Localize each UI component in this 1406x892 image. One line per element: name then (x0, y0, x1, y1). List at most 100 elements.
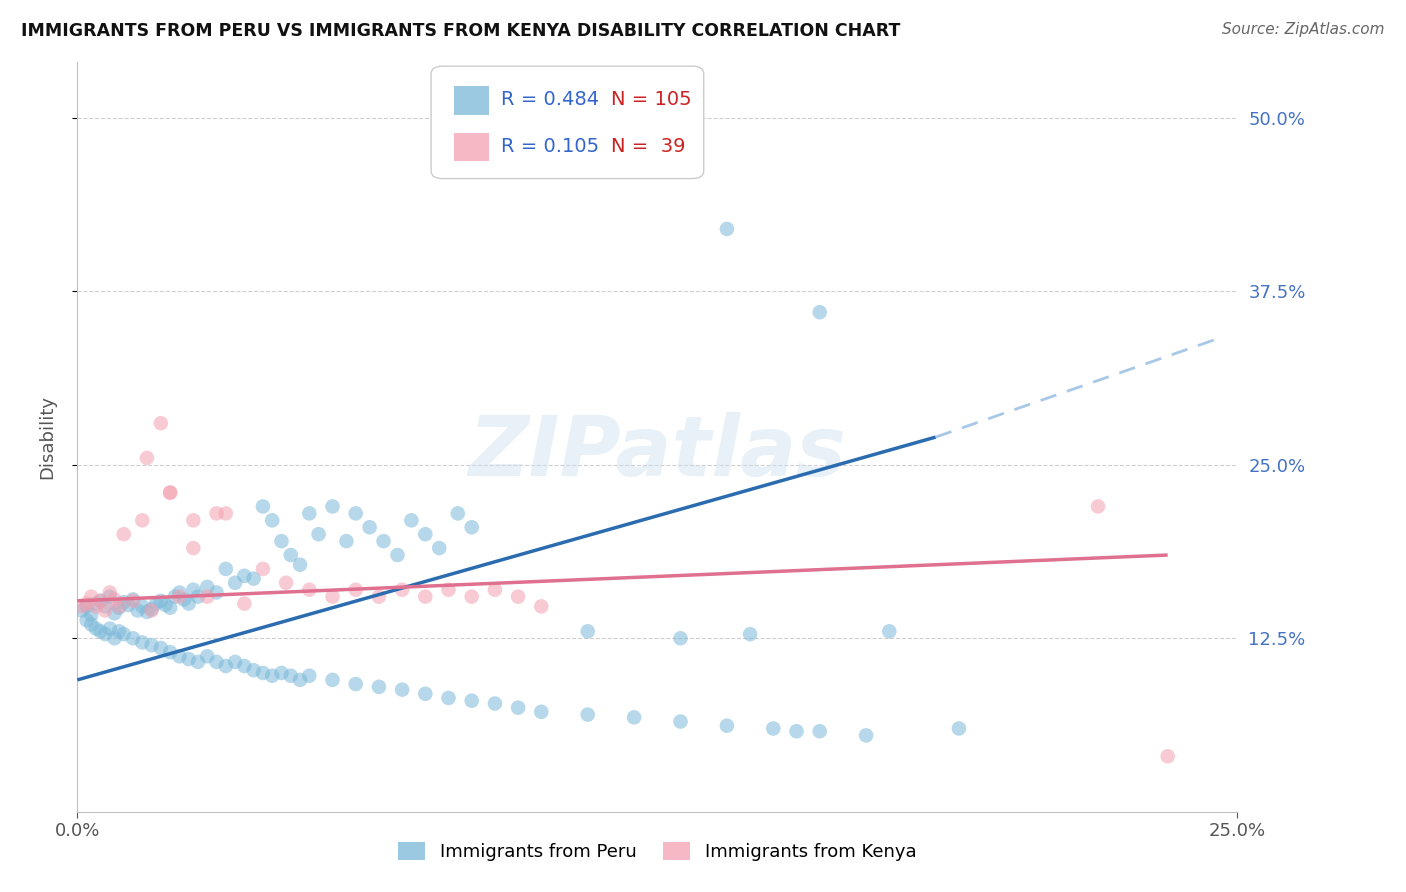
Text: N =  39: N = 39 (612, 136, 685, 156)
Point (368, 680, 391, 694)
Point (205, 507, 228, 521)
Point (70, 603, 93, 617)
Point (149, 640, 172, 655)
Point (484, 582, 506, 597)
Point (131, 599, 153, 614)
Point (373, 534, 395, 549)
Point (391, 582, 413, 597)
Point (155, 598, 177, 612)
Point (740, 627, 762, 641)
Point (252, 500, 274, 514)
Point (224, 575, 246, 590)
Point (187, 590, 209, 604)
Point (242, 663, 264, 677)
Point (70, 599, 93, 614)
Point (530, 599, 553, 614)
FancyBboxPatch shape (432, 66, 704, 178)
Point (623, 111, 645, 125)
Point (98, 585, 121, 599)
Point (401, 513, 423, 527)
Point (163, 590, 186, 604)
Point (669, 632, 692, 646)
Point (117, 598, 139, 612)
Point (84, 597, 107, 611)
Point (359, 520, 381, 534)
Point (127, 603, 149, 617)
Point (274, 575, 298, 590)
Point (270, 534, 292, 549)
Point (103, 632, 125, 646)
Point (368, 590, 391, 604)
Point (298, 582, 321, 597)
Point (576, 624, 599, 639)
Point (98, 622, 121, 636)
Point (1087, 500, 1109, 514)
Point (141, 603, 163, 617)
Text: N = 105: N = 105 (612, 90, 692, 110)
Point (344, 677, 367, 691)
Point (76, 599, 98, 614)
Point (94, 627, 117, 641)
Point (159, 485, 181, 500)
Point (785, 724, 807, 739)
Point (112, 595, 135, 609)
FancyBboxPatch shape (454, 87, 489, 115)
Point (90, 624, 111, 639)
Point (169, 649, 191, 664)
Point (122, 632, 145, 646)
Point (280, 548, 302, 562)
Point (159, 645, 181, 659)
Point (506, 590, 529, 604)
Point (716, 719, 738, 733)
Point (233, 659, 256, 673)
Point (762, 722, 785, 736)
Point (90, 594, 111, 608)
Point (135, 605, 157, 619)
Text: R = 0.105: R = 0.105 (501, 136, 599, 156)
Point (80, 590, 103, 604)
Point (149, 416, 172, 430)
Point (576, 707, 599, 722)
Point (335, 534, 357, 549)
Point (215, 562, 238, 576)
Point (84, 622, 107, 636)
Point (122, 594, 145, 608)
Point (461, 694, 484, 708)
Point (280, 669, 302, 683)
Point (215, 507, 238, 521)
Point (159, 485, 181, 500)
Point (90, 594, 111, 608)
Point (242, 572, 264, 586)
Point (187, 655, 209, 669)
Point (808, 724, 831, 739)
Point (437, 690, 460, 705)
Point (195, 580, 218, 594)
Point (298, 669, 321, 683)
Legend: Immigrants from Peru, Immigrants from Kenya: Immigrants from Peru, Immigrants from Ke… (389, 833, 925, 870)
Point (391, 682, 413, 697)
Point (183, 541, 205, 555)
Point (145, 597, 167, 611)
Point (94, 599, 117, 614)
Point (169, 585, 191, 599)
Point (112, 627, 135, 641)
Point (183, 582, 205, 597)
Point (506, 700, 529, 714)
Point (224, 655, 246, 669)
Point (262, 669, 284, 683)
Text: R = 0.484: R = 0.484 (501, 90, 599, 110)
Point (855, 728, 877, 742)
Point (122, 592, 145, 607)
Point (288, 558, 311, 572)
Point (183, 513, 205, 527)
Point (252, 562, 274, 576)
Point (76, 613, 98, 627)
Point (387, 548, 409, 562)
Point (461, 590, 484, 604)
Point (233, 569, 256, 583)
Point (215, 659, 238, 673)
Point (135, 450, 157, 465)
Point (94, 603, 117, 617)
Point (321, 673, 344, 687)
Point (877, 624, 901, 639)
